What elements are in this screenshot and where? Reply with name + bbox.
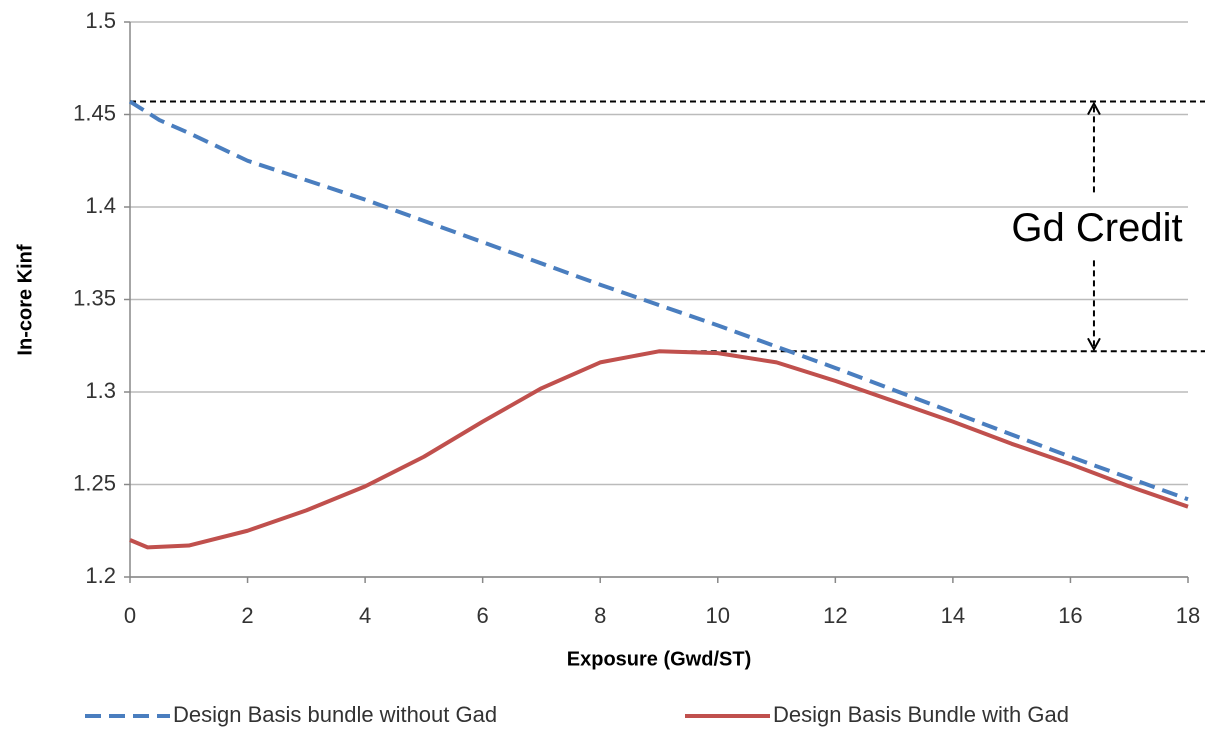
annotation-text: Gd Credit <box>1011 206 1182 250</box>
y-tick-label: 1.3 <box>85 378 116 403</box>
x-tick-label: 10 <box>706 603 730 628</box>
y-tick-label: 1.35 <box>73 285 116 310</box>
legend-label: Design Basis Bundle with Gad <box>773 702 1069 727</box>
x-tick-label: 6 <box>477 603 489 628</box>
x-axis-title: Exposure (Gwd/ST) <box>567 648 751 670</box>
y-tick-label: 1.4 <box>85 193 116 218</box>
y-tick-label: 1.45 <box>73 100 116 125</box>
y-tick-label: 1.2 <box>85 563 116 588</box>
x-tick-label: 14 <box>941 603 965 628</box>
series-line <box>129 349 1189 550</box>
legend-label: Design Basis bundle without Gad <box>173 702 497 727</box>
y-tick-label: 1.25 <box>73 470 116 495</box>
x-tick-label: 4 <box>359 603 371 628</box>
x-tick-label: 0 <box>124 603 136 628</box>
y-tick-label: 1.5 <box>85 8 116 33</box>
series-line <box>128 99 1189 502</box>
y-axis-title: In-core Kinf <box>14 244 36 355</box>
x-tick-label: 8 <box>594 603 606 628</box>
x-tick-label: 18 <box>1176 603 1200 628</box>
x-tick-label: 16 <box>1058 603 1082 628</box>
x-tick-label: 12 <box>823 603 847 628</box>
x-tick-label: 2 <box>241 603 253 628</box>
